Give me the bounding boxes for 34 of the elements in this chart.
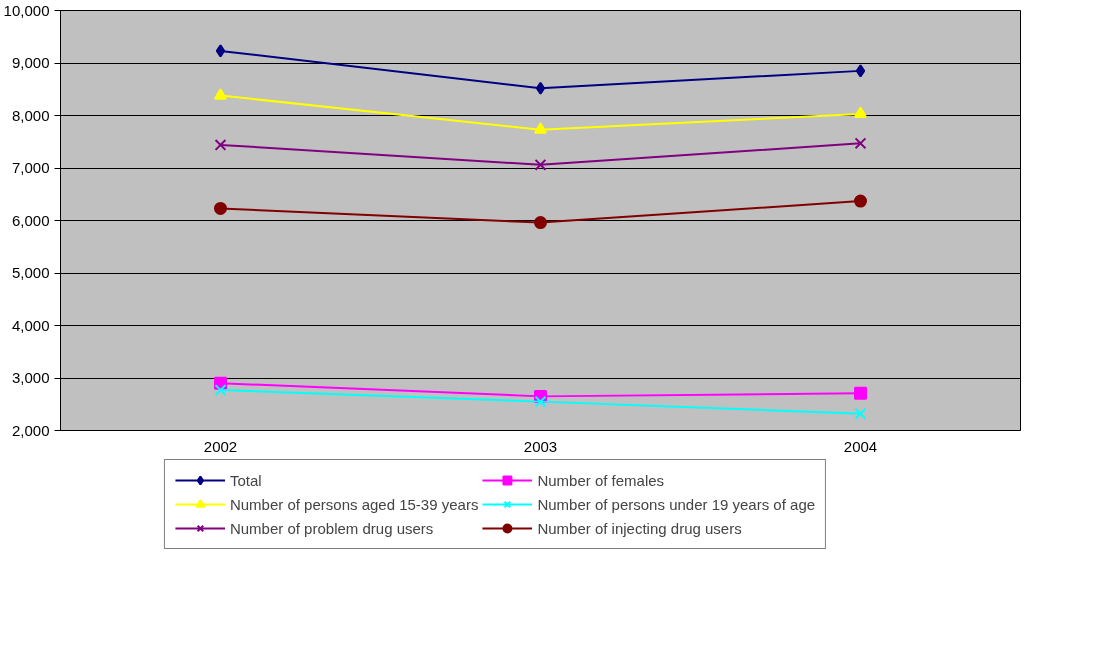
y-tick-label: 9,000 (11, 54, 50, 71)
point (854, 407, 867, 420)
point (855, 64, 866, 78)
point (854, 137, 867, 150)
point (214, 201, 227, 215)
point (854, 386, 867, 400)
legend-label: Number of persons under 19 years of age (537, 495, 816, 513)
legend-label: Number of injecting drug users (537, 519, 742, 537)
point (214, 138, 227, 151)
point (534, 158, 547, 171)
y-tick-label: 3,000 (11, 369, 50, 386)
legend-label: Number of problem drug users (229, 519, 434, 537)
y-tick-label: 8,000 (11, 106, 50, 124)
point (214, 88, 227, 100)
legend-label: Number of persons aged 15-39 years (229, 495, 479, 513)
x-tick-label: 2003 (523, 437, 558, 455)
y-tick-label: 4,000 (11, 316, 50, 334)
y-tick-label: 5,000 (11, 264, 50, 281)
x-tick-label: 2004 (843, 437, 878, 455)
point (214, 384, 227, 397)
point (854, 194, 867, 208)
y-tick-label: 10,000 (3, 1, 50, 19)
y-tick-label: 2,000 (11, 421, 50, 439)
point (854, 106, 867, 119)
point (534, 216, 547, 230)
point (534, 395, 547, 408)
point (535, 81, 546, 95)
point (534, 122, 547, 134)
y-tick-label: 6,000 (11, 211, 50, 229)
point (215, 44, 226, 58)
legend-label: Number of females (537, 471, 665, 489)
x-tick-label: 2002 (203, 437, 238, 455)
legend-label: Total (229, 471, 262, 489)
y-tick-label: 7,000 (11, 159, 50, 176)
